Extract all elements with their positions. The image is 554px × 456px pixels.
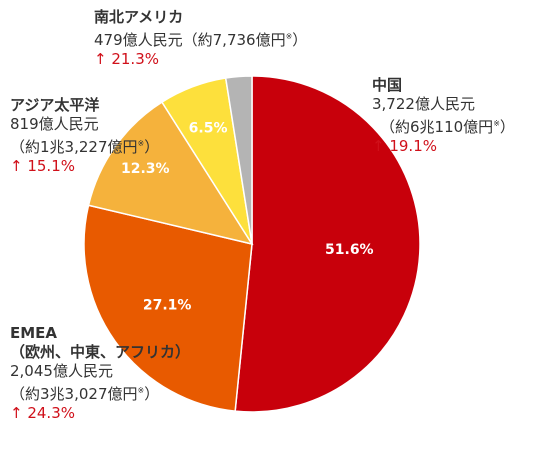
label-emea-regions: （欧州、中東、アフリカ）	[10, 343, 191, 361]
label-china-name: 中国	[372, 76, 403, 94]
label-americas-growth: ↑ 21.3%	[94, 50, 159, 68]
label-emea: EMEA （欧州、中東、アフリカ） 2,045億人民元 （約3兆3,027億円※…	[10, 324, 190, 423]
pct-label-apac: 12.3%	[121, 161, 170, 177]
pie-slice-apac	[87, 101, 254, 246]
pie-slice-other	[224, 75, 253, 245]
label-china-growth: ↑ 19.1%	[372, 137, 437, 155]
label-china-amount: 3,722億人民元	[372, 95, 475, 113]
label-china: 中国 3,722億人民元 （約6兆110億円※） ↑ 19.1%	[372, 76, 515, 156]
label-americas-amount: 479億人民元（約7,736億円※）	[94, 31, 308, 49]
label-americas-name: 南北アメリカ	[94, 8, 184, 26]
label-apac-amount: 819億人民元	[10, 115, 99, 133]
pct-label-emea: 27.1%	[143, 297, 192, 313]
label-emea-growth: ↑ 24.3%	[10, 404, 75, 422]
label-china-yen: （約6兆110億円※）	[380, 118, 515, 136]
pie-slice-emea	[83, 204, 253, 412]
label-apac-yen: （約1兆3,227億円※）	[10, 138, 160, 156]
label-apac-growth: ↑ 15.1%	[10, 157, 75, 175]
label-emea-amount: 2,045億人民元	[10, 362, 113, 380]
label-emea-yen: （約3兆3,027億円※）	[10, 385, 160, 403]
label-apac: アジア太平洋 819億人民元 （約1兆3,227億円※） ↑ 15.1%	[10, 96, 159, 176]
pie-slice-china	[234, 75, 421, 413]
pct-label-china: 51.6%	[325, 242, 374, 258]
label-emea-name: EMEA	[10, 324, 58, 342]
label-apac-name: アジア太平洋	[10, 96, 100, 114]
pct-label-americas: 6.5%	[189, 121, 228, 137]
label-americas: 南北アメリカ 479億人民元（約7,736億円※） ↑ 21.3%	[94, 8, 307, 69]
